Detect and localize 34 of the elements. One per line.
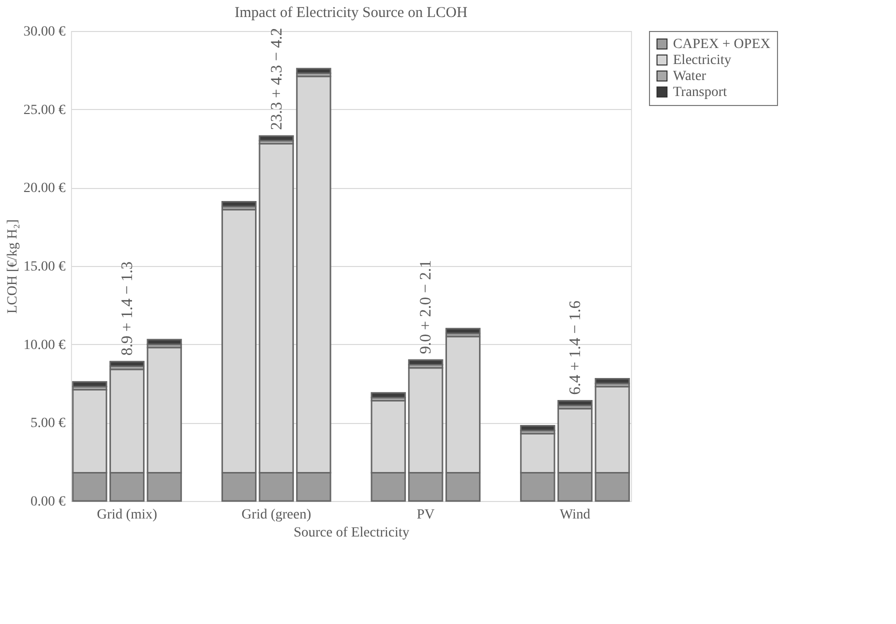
annotation: 9.0 + 2.0 − 2.1 (418, 260, 435, 354)
x-tick-label: PV (416, 508, 435, 522)
bar (109, 360, 145, 368)
x-tick-label: Wind (560, 508, 590, 522)
bar (408, 359, 444, 366)
annotation: 6.4 + 1.4 − 1.6 (567, 300, 584, 395)
bar (296, 68, 332, 74)
annotation: 8.9 + 1.4 − 1.3 (119, 262, 136, 356)
bar (221, 201, 257, 208)
y-tick-label: 10.00 € (24, 338, 66, 353)
bar (445, 328, 481, 334)
legend-label: CAPEX + OPEX (673, 37, 770, 52)
bar (594, 378, 630, 384)
y-tick-label: 0.00 € (30, 494, 66, 510)
y-tick-label: 25.00 € (24, 102, 66, 118)
bar (520, 425, 556, 432)
bar (258, 135, 294, 142)
bar (146, 338, 182, 346)
bar (72, 381, 108, 388)
y-tick-label: 5.00 € (30, 416, 66, 432)
y-axis-title: LCOH [€/kg H₂] (6, 219, 20, 314)
legend-label: Electricity (673, 53, 732, 68)
x-tick-label: Grid (mix) (96, 508, 158, 522)
annotation: 23.3 + 4.3 − 4.2 (268, 28, 286, 130)
chart-title: Impact of Electricity Source on LCOH (234, 5, 468, 21)
y-tick-label: 15.00 € (24, 260, 66, 274)
y-tick-label: 20.00 € (24, 181, 66, 196)
y-tick-label: 30.00 € (24, 24, 66, 40)
legend-label: Water (673, 69, 706, 84)
bar (557, 400, 593, 406)
bar (370, 392, 406, 398)
x-tick-label: Grid (green) (242, 508, 312, 522)
x-axis-title: Source of Electricity (294, 526, 410, 540)
legend-label: Transport (673, 85, 728, 100)
